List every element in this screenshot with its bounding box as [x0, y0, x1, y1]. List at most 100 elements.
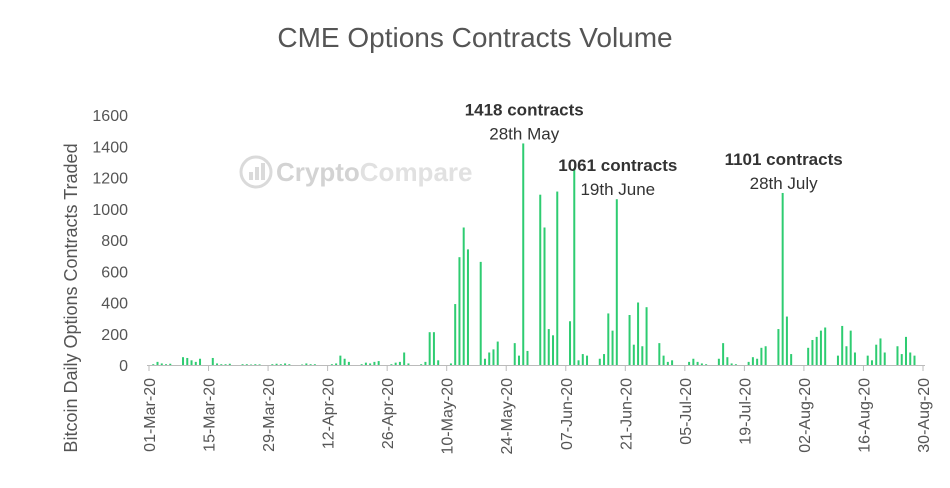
bar: [194, 361, 197, 366]
x-tick-label: 16-Aug-20: [856, 378, 873, 453]
bar: [607, 313, 610, 365]
bar: [819, 330, 822, 366]
bar: [492, 349, 495, 366]
annotation-date: 19th June: [580, 180, 655, 199]
bar: [581, 354, 584, 365]
watermark-text-suffix: Compare: [360, 157, 473, 187]
bar: [849, 330, 852, 366]
bar: [577, 360, 580, 365]
bar: [254, 364, 257, 365]
bar: [777, 329, 780, 365]
annotation-value: 1061 contracts: [558, 156, 677, 175]
bar: [488, 352, 491, 365]
bar: [390, 364, 393, 365]
bar: [428, 332, 431, 365]
bar: [717, 358, 720, 365]
bar: [330, 364, 333, 365]
bar: [913, 355, 916, 366]
annotation-date: 28th May: [489, 124, 559, 143]
bar: [160, 363, 163, 365]
bar: [199, 358, 202, 365]
bar: [182, 357, 185, 365]
bar: [845, 346, 848, 365]
bar: [335, 363, 338, 365]
annotation-value: 1418 contracts: [465, 100, 584, 119]
bar: [347, 361, 350, 366]
bar: [900, 354, 903, 365]
bar: [883, 352, 886, 365]
bars: [152, 143, 916, 366]
bar: [866, 355, 869, 366]
bar: [288, 364, 291, 365]
bar: [377, 361, 380, 365]
bar: [220, 364, 223, 365]
bar: [603, 354, 606, 365]
x-tick-label: 10-May-20: [440, 378, 457, 455]
bar: [896, 346, 899, 365]
bar: [466, 249, 469, 366]
bar: [879, 338, 882, 365]
bar: [569, 321, 572, 365]
y-tick-label: 1600: [92, 108, 128, 125]
bar: [250, 364, 253, 366]
annotations: 1418 contracts 28th May 1061 contracts 19th…: [465, 100, 843, 199]
bar: [658, 343, 661, 366]
bar: [645, 307, 648, 365]
bar: [615, 199, 618, 365]
bar: [279, 364, 282, 365]
bar: [705, 364, 708, 365]
bar: [841, 325, 844, 365]
bar: [432, 332, 435, 365]
bar: [394, 362, 397, 365]
bar: [462, 227, 465, 365]
bar: [313, 364, 316, 365]
bar: [785, 316, 788, 365]
bar: [458, 257, 461, 365]
bar: [339, 355, 342, 366]
bar: [526, 350, 529, 365]
bar: [403, 352, 406, 365]
y-tick-label: 200: [101, 327, 128, 344]
x-axis-ticks: 01-Mar-20 15-Mar-20 29-Mar-20 12-Apr-20 26-A…: [142, 365, 933, 454]
watermark: CryptoCompare: [239, 155, 473, 189]
bar: [836, 355, 839, 366]
bar: [696, 361, 699, 366]
bar: [496, 341, 499, 365]
bar: [870, 360, 873, 365]
bar: [611, 330, 614, 366]
x-tick-label: 02-Aug-20: [797, 378, 814, 453]
y-axis-ticks: 0 200 400 600 800 1000 1200 1400 1600: [92, 108, 128, 375]
y-tick-label: 1200: [92, 171, 128, 188]
bar: [407, 363, 410, 365]
y-tick-label: 1000: [92, 202, 128, 219]
bar: [216, 363, 219, 365]
bar: [224, 364, 227, 365]
watermark-logo-icon: [239, 155, 273, 189]
bar: [547, 329, 550, 365]
chart-title: CME Options Contracts Volume: [277, 22, 672, 53]
annotation-date: 28th July: [750, 174, 819, 193]
bar: [420, 364, 423, 365]
bar: [722, 343, 725, 366]
bar: [483, 358, 486, 365]
bar: [807, 347, 810, 365]
bar: [275, 363, 278, 365]
bar: [637, 302, 640, 365]
bar: [271, 364, 274, 365]
bar: [824, 327, 827, 365]
bar: [539, 194, 542, 365]
bar: [764, 346, 767, 365]
x-tick-label: 15-Mar-20: [202, 378, 219, 452]
bar: [632, 344, 635, 365]
bar: [343, 358, 346, 365]
bar: [666, 361, 669, 366]
bar: [688, 361, 691, 366]
bar: [301, 364, 304, 366]
bar: [700, 363, 703, 365]
y-tick-label: 0: [119, 358, 128, 375]
bar: [309, 364, 312, 365]
bar: [853, 352, 856, 365]
bar: [437, 360, 440, 365]
bar: [662, 355, 665, 366]
bar: [730, 363, 733, 365]
